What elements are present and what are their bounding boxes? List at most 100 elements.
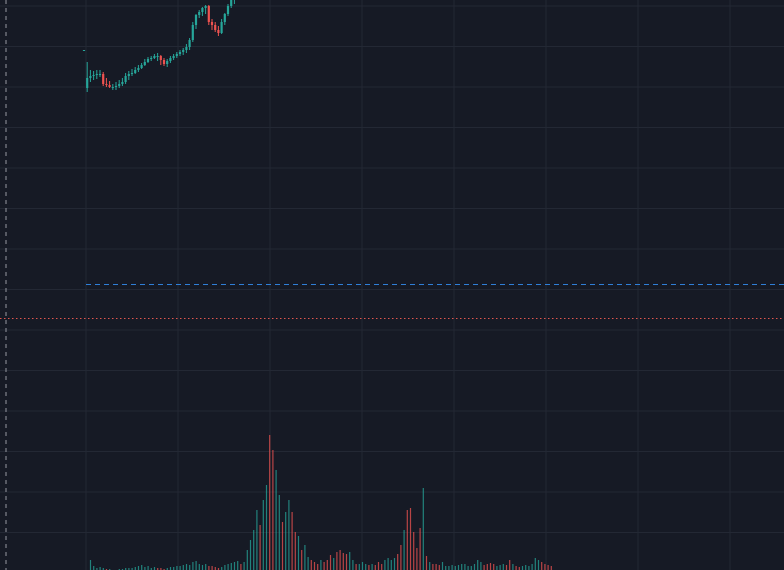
volume-bar [256, 510, 258, 570]
candle-body [146, 59, 150, 62]
candle [140, 63, 143, 69]
volume-bar [182, 565, 184, 570]
candle-body [175, 54, 178, 56]
volume-bar [141, 565, 143, 570]
candle [156, 53, 159, 61]
volume-bar [365, 564, 367, 570]
candle [150, 56, 153, 61]
candle-body [98, 74, 102, 75]
volume-bar [537, 560, 540, 570]
candle-body [217, 30, 220, 33]
volume-bar [518, 567, 520, 570]
candle [207, 5, 210, 25]
candle [201, 7, 204, 16]
candle-body [210, 22, 214, 25]
candle [98, 70, 102, 77]
volume-bar [333, 558, 335, 570]
volume-bar [272, 450, 274, 570]
volume-bar [137, 566, 140, 570]
volume-bar [457, 565, 460, 570]
candle [188, 38, 191, 50]
candle [146, 57, 150, 63]
volume-bar [304, 545, 306, 570]
volume-bar [189, 565, 191, 570]
volume-bar [397, 554, 399, 570]
volume-bar [422, 488, 424, 570]
candle-body [182, 50, 185, 52]
candle-body [95, 74, 98, 75]
volume-bar [147, 566, 149, 570]
volume-bar [515, 566, 517, 570]
volume-bar [480, 562, 482, 570]
candle-body [178, 52, 182, 54]
candle-body [114, 86, 118, 87]
volume-bar [307, 557, 309, 570]
candle-body [108, 85, 111, 87]
candle-body [159, 56, 162, 60]
candle [178, 50, 182, 56]
volume-bar [179, 566, 181, 570]
volume-bar [400, 545, 402, 570]
candle [182, 48, 185, 55]
volume-bar [521, 566, 524, 570]
volume-bar [320, 560, 322, 570]
candle-body [86, 78, 89, 88]
candle-body [124, 76, 127, 82]
candle-body [230, 0, 233, 6]
volume-bar [301, 550, 303, 570]
volume-bar [192, 562, 194, 570]
volume-bar [425, 556, 428, 570]
candle-body [111, 87, 114, 88]
volume-bar [217, 568, 220, 570]
volume-bar [550, 566, 552, 570]
volume-bar [512, 564, 514, 570]
volume-bar [211, 566, 213, 570]
volume-bar [294, 532, 296, 570]
candle-body [198, 12, 201, 15]
volume-bar [413, 532, 415, 570]
candle [124, 73, 127, 84]
candle-body [162, 60, 166, 64]
candle [166, 59, 169, 67]
volume-bar [381, 564, 383, 570]
volume-bar [230, 563, 232, 570]
volume-bar [99, 567, 101, 570]
volume-bar [297, 536, 300, 570]
volume-bar [185, 564, 188, 570]
volume-bar [153, 567, 156, 570]
volume-bar [313, 562, 316, 570]
candle [137, 65, 140, 72]
volume-bar [435, 564, 437, 570]
volume-bar [326, 560, 328, 570]
volume-bar [419, 528, 421, 570]
volume-bar [237, 561, 239, 570]
volume-bar [275, 470, 277, 570]
volume-bar [429, 562, 431, 570]
volume-bar [371, 564, 373, 570]
candle-body [92, 75, 95, 76]
candles [82, 0, 235, 92]
candle [127, 71, 130, 80]
candle-body [191, 25, 194, 40]
candle [82, 50, 86, 51]
volume-bar [448, 566, 450, 570]
candle [191, 22, 194, 42]
volume-bar [93, 566, 95, 570]
volume-bar [374, 565, 376, 570]
volume-bar [349, 552, 351, 570]
volume-bar [496, 566, 498, 570]
candle [102, 72, 105, 86]
volume-bar [499, 565, 501, 570]
volume-bar [358, 564, 360, 570]
candle-body [127, 74, 130, 76]
volume-bar [128, 568, 130, 570]
volume-bar [89, 560, 92, 570]
volume-bar [483, 565, 485, 570]
volume-bar [205, 564, 207, 570]
candle [214, 22, 217, 32]
volume-bar [451, 565, 453, 570]
candle [162, 58, 166, 66]
candle [95, 70, 98, 79]
